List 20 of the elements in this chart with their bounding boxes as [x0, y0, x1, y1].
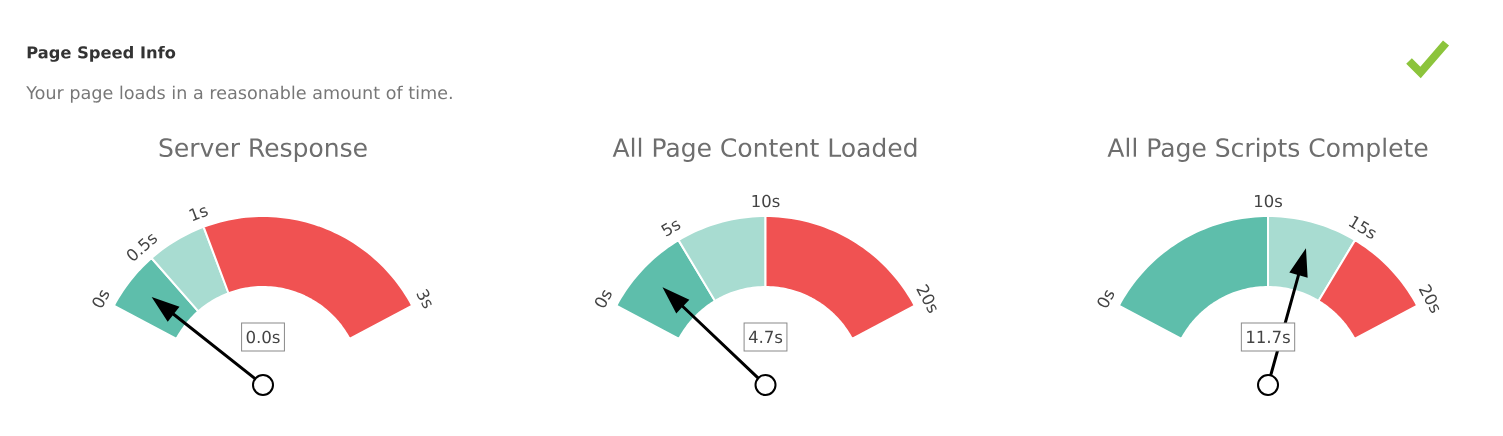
slice-label: 0s	[92, 290, 110, 308]
slice-label: 0s	[595, 290, 612, 308]
slice-label: 10s	[752, 194, 780, 208]
text: 3s	[416, 288, 432, 309]
chart-title: Server Response	[159, 138, 367, 162]
slice-label: 0.5s	[127, 234, 157, 261]
slice-label: 15s	[1348, 215, 1376, 239]
text: 11.7s	[1247, 330, 1290, 344]
text: 0.0s	[246, 330, 280, 344]
text: Your page loads in a reasonable amount of time.	[26, 85, 452, 103]
text: 20s	[916, 284, 937, 313]
slice-label: 1s	[189, 207, 208, 221]
chart-title: All Page Scripts Complete	[1107, 137, 1428, 162]
chart-title: All Page Content Loaded	[612, 137, 917, 162]
slice-label: 10s	[1255, 194, 1283, 208]
slice-label: 5s	[660, 220, 681, 237]
text: 20s	[1418, 284, 1440, 313]
slice-label: 0s	[1097, 290, 1115, 308]
text: Page Speed Info	[27, 45, 176, 62]
text: 4.7s	[748, 330, 783, 344]
